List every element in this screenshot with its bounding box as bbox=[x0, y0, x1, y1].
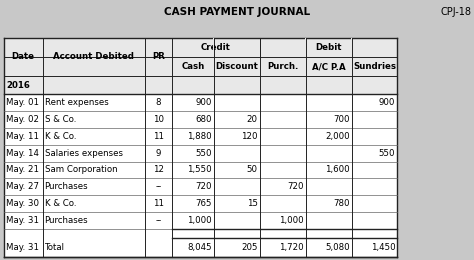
Text: 12: 12 bbox=[153, 165, 164, 174]
Text: Cash: Cash bbox=[181, 62, 205, 71]
Text: CPJ-18: CPJ-18 bbox=[441, 7, 472, 17]
Text: Total: Total bbox=[45, 243, 64, 252]
Text: Purch.: Purch. bbox=[267, 62, 299, 71]
Text: 205: 205 bbox=[241, 243, 258, 252]
Text: 1,720: 1,720 bbox=[279, 243, 304, 252]
Text: 2016: 2016 bbox=[6, 81, 30, 89]
Text: Purchases: Purchases bbox=[45, 216, 88, 225]
Text: Sundries: Sundries bbox=[353, 62, 396, 71]
Text: A/C P.A: A/C P.A bbox=[312, 62, 346, 71]
Text: 10: 10 bbox=[153, 115, 164, 124]
Text: 900: 900 bbox=[195, 98, 212, 107]
Bar bbox=[4, 57, 397, 76]
Text: 720: 720 bbox=[195, 183, 212, 191]
Text: Discount: Discount bbox=[215, 62, 258, 71]
Text: 9: 9 bbox=[155, 148, 161, 158]
Text: Rent expenses: Rent expenses bbox=[45, 98, 108, 107]
Text: 2,000: 2,000 bbox=[325, 132, 350, 141]
Text: --: -- bbox=[155, 216, 162, 225]
Text: Account Debited: Account Debited bbox=[53, 53, 134, 61]
Bar bbox=[4, 38, 397, 57]
Text: May. 01: May. 01 bbox=[6, 98, 39, 107]
Text: 1,000: 1,000 bbox=[279, 216, 304, 225]
Text: 680: 680 bbox=[195, 115, 212, 124]
Text: 700: 700 bbox=[333, 115, 350, 124]
Text: May. 31: May. 31 bbox=[6, 243, 39, 252]
Text: May. 31: May. 31 bbox=[6, 216, 39, 225]
Text: 8: 8 bbox=[155, 98, 161, 107]
Text: S & Co.: S & Co. bbox=[45, 115, 76, 124]
Text: May. 11: May. 11 bbox=[6, 132, 39, 141]
Text: 50: 50 bbox=[247, 165, 258, 174]
Text: Purchases: Purchases bbox=[45, 183, 88, 191]
Text: 15: 15 bbox=[247, 199, 258, 208]
Text: 1,600: 1,600 bbox=[325, 165, 350, 174]
Text: Credit: Credit bbox=[201, 43, 231, 52]
Bar bbox=[4, 38, 397, 257]
Text: Sam Corporation: Sam Corporation bbox=[45, 165, 117, 174]
Text: --: -- bbox=[155, 183, 162, 191]
Text: 1,550: 1,550 bbox=[187, 165, 212, 174]
Text: 550: 550 bbox=[379, 148, 395, 158]
Text: Date: Date bbox=[12, 53, 35, 61]
Text: May. 21: May. 21 bbox=[6, 165, 39, 174]
Text: 20: 20 bbox=[247, 115, 258, 124]
Text: CASH PAYMENT JOURNAL: CASH PAYMENT JOURNAL bbox=[164, 7, 310, 17]
Text: 720: 720 bbox=[287, 183, 304, 191]
Text: 780: 780 bbox=[333, 199, 350, 208]
Text: 120: 120 bbox=[241, 132, 258, 141]
Text: 8,045: 8,045 bbox=[187, 243, 212, 252]
Text: 5,080: 5,080 bbox=[325, 243, 350, 252]
Text: May. 30: May. 30 bbox=[6, 199, 39, 208]
Text: Debit: Debit bbox=[315, 43, 342, 52]
Text: 765: 765 bbox=[195, 199, 212, 208]
Text: May. 14: May. 14 bbox=[6, 148, 39, 158]
Text: PR: PR bbox=[152, 53, 165, 61]
Text: May. 27: May. 27 bbox=[6, 183, 39, 191]
Text: 1,000: 1,000 bbox=[187, 216, 212, 225]
Text: K & Co.: K & Co. bbox=[45, 132, 76, 141]
Text: K & Co.: K & Co. bbox=[45, 199, 76, 208]
Bar bbox=[213, 38, 214, 57]
Text: Salaries expenses: Salaries expenses bbox=[45, 148, 123, 158]
Text: 1,880: 1,880 bbox=[187, 132, 212, 141]
Bar bbox=[351, 38, 352, 57]
Bar bbox=[305, 38, 306, 57]
Text: 11: 11 bbox=[153, 132, 164, 141]
Text: 900: 900 bbox=[379, 98, 395, 107]
Text: 1,450: 1,450 bbox=[371, 243, 395, 252]
Text: May. 02: May. 02 bbox=[6, 115, 39, 124]
Bar bbox=[4, 76, 397, 94]
Text: 550: 550 bbox=[195, 148, 212, 158]
Text: 11: 11 bbox=[153, 199, 164, 208]
